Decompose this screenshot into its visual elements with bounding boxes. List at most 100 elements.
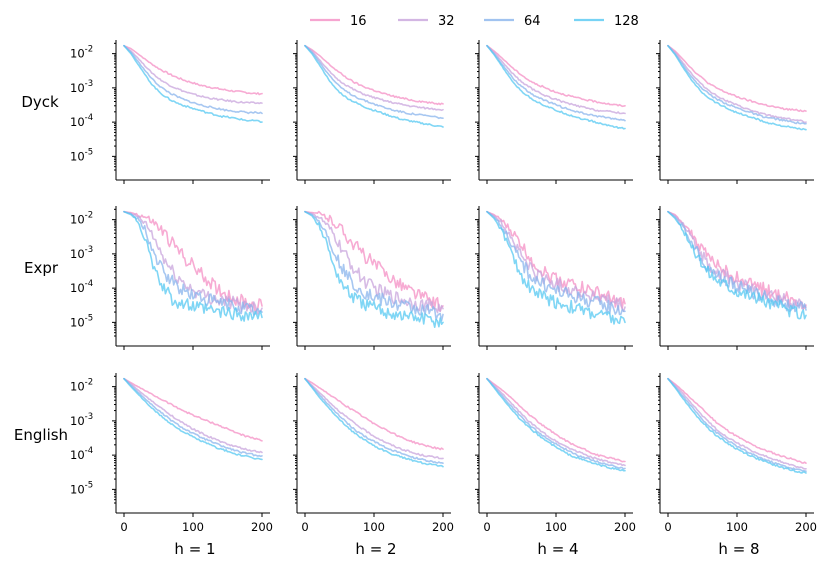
series-line-32 <box>486 44 626 115</box>
series-line-64 <box>123 377 263 458</box>
series-line-32 <box>304 44 444 112</box>
series-line-16 <box>123 44 263 96</box>
x-tick-label: 0 <box>664 520 671 534</box>
y-tick-label: 10-2 <box>70 45 93 61</box>
series-line-16 <box>304 210 444 312</box>
col-label-2: h = 2 <box>355 540 396 558</box>
series-line-128 <box>667 377 807 474</box>
series-line-64 <box>304 210 444 322</box>
y-tick-label: 10-5 <box>70 480 93 496</box>
series-line-64 <box>667 377 807 472</box>
col-label-1: h = 1 <box>174 540 215 558</box>
series-line-16 <box>486 44 626 108</box>
series-line-32 <box>123 44 263 105</box>
series-line-64 <box>123 210 263 316</box>
series-line-64 <box>667 44 807 125</box>
x-tick-label: 200 <box>614 520 636 534</box>
series-line-32 <box>667 377 807 470</box>
series-line-128 <box>486 210 626 325</box>
series-line-32 <box>304 377 444 460</box>
panel-expr-h2 <box>293 206 451 350</box>
legend-label: 128 <box>614 14 639 29</box>
x-tick-label: 200 <box>251 520 273 534</box>
series-line-32 <box>667 210 807 310</box>
series-line-128 <box>486 377 626 472</box>
series-line-128 <box>123 377 263 461</box>
series-line-32 <box>123 210 263 315</box>
col-labels: h = 1 h = 2 h = 4 h = 8 <box>174 540 759 558</box>
row-label-expr: Expr <box>24 259 59 277</box>
series-line-64 <box>486 210 626 316</box>
series-line-128 <box>667 210 807 320</box>
y-tick-label: 10-2 <box>70 378 93 394</box>
series-line-16 <box>486 377 626 463</box>
y-tick-label: 10-4 <box>70 446 93 462</box>
series-line-64 <box>486 377 626 470</box>
legend-label: 16 <box>350 14 367 29</box>
series-line-16 <box>667 44 807 113</box>
row-label-english: English <box>14 426 68 444</box>
panel-english-h2: 0 100 200 <box>293 373 454 534</box>
x-tick-label: 0 <box>120 520 127 534</box>
y-tick-label: 10-4 <box>70 113 93 129</box>
legend-item-16: 16 <box>310 14 367 29</box>
panel-expr-h8 <box>656 206 814 350</box>
panel-expr-h4 <box>475 206 633 350</box>
series-line-128 <box>304 44 444 128</box>
panel-expr-h1: 10-2 10-3 10-4 10-5 <box>70 206 270 350</box>
series-line-32 <box>123 377 263 454</box>
series-line-128 <box>123 210 263 322</box>
series-line-64 <box>667 210 807 313</box>
panel-grid: 10-2 10-3 10-4 10-5 10-2 10-3 10-4 10-5 10-2 10-3… <box>70 40 817 534</box>
series-line-128 <box>304 210 444 328</box>
series-line-32 <box>667 44 807 124</box>
y-tick-label: 10-5 <box>70 147 93 163</box>
series-line-16 <box>667 377 807 464</box>
y-tick-label: 10-3 <box>70 245 93 261</box>
y-tick-label: 10-3 <box>70 412 93 428</box>
panel-dyck-h1: 10-2 10-3 10-4 10-5 <box>70 40 270 184</box>
y-tick-label: 10-3 <box>70 79 93 95</box>
series-line-128 <box>486 44 626 130</box>
series-line-64 <box>304 377 444 464</box>
series-line-128 <box>304 377 444 468</box>
legend-item-64: 64 <box>484 14 541 29</box>
col-label-3: h = 4 <box>537 540 578 558</box>
series-line-64 <box>123 44 263 115</box>
legend: 16 32 64 128 <box>310 14 639 29</box>
series-line-16 <box>304 44 444 106</box>
panel-english-h8: 0 100 200 <box>656 373 817 534</box>
series-line-32 <box>486 377 626 467</box>
legend-label: 32 <box>438 14 455 29</box>
x-tick-label: 100 <box>726 520 748 534</box>
series-line-32 <box>486 210 626 313</box>
legend-label: 64 <box>524 14 541 29</box>
series-line-16 <box>304 377 444 451</box>
y-tick-label: 10-5 <box>70 313 93 329</box>
y-tick-label: 10-2 <box>70 211 93 227</box>
series-line-64 <box>304 44 444 120</box>
x-tick-label: 200 <box>432 520 454 534</box>
row-label-dyck: Dyck <box>21 93 59 111</box>
y-tick-label: 10-4 <box>70 279 93 295</box>
series-line-128 <box>123 44 263 123</box>
panel-english-h4: 0 100 200 <box>475 373 636 534</box>
x-tick-label: 100 <box>545 520 567 534</box>
series-line-16 <box>123 377 263 442</box>
x-tick-label: 0 <box>301 520 308 534</box>
panel-english-h1: 10-2 10-3 10-4 10-5 0 100 200 <box>70 373 273 534</box>
x-tick-label: 100 <box>363 520 385 534</box>
x-tick-label: 200 <box>795 520 817 534</box>
x-tick-label: 0 <box>483 520 490 534</box>
legend-item-128: 128 <box>574 14 639 29</box>
series-line-32 <box>304 210 444 314</box>
series-line-128 <box>667 44 807 131</box>
panel-dyck-h2 <box>293 40 451 184</box>
col-label-4: h = 8 <box>718 540 759 558</box>
legend-item-32: 32 <box>398 14 455 29</box>
series-line-64 <box>486 44 626 122</box>
row-labels: Dyck Expr English <box>14 93 68 444</box>
panel-dyck-h8 <box>656 40 814 184</box>
panel-dyck-h4 <box>475 40 633 184</box>
